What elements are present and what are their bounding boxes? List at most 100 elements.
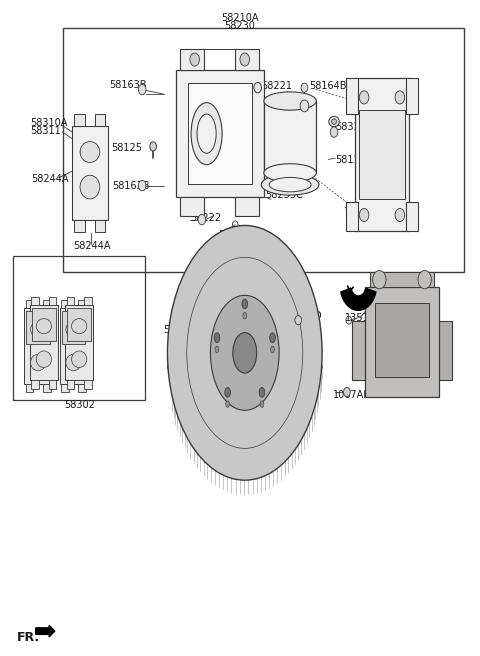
Ellipse shape — [72, 319, 87, 334]
Text: 54562D: 54562D — [283, 311, 322, 321]
Ellipse shape — [66, 354, 81, 371]
Bar — [438, 321, 452, 380]
Ellipse shape — [264, 92, 316, 110]
Circle shape — [300, 100, 309, 112]
Circle shape — [395, 209, 405, 222]
Bar — [32, 380, 39, 389]
Bar — [67, 380, 74, 389]
Ellipse shape — [36, 351, 51, 367]
Bar — [235, 49, 259, 70]
Bar — [30, 305, 58, 380]
Text: 58125: 58125 — [111, 143, 142, 153]
Bar — [176, 70, 264, 197]
Bar — [74, 220, 85, 232]
Text: 58302: 58302 — [64, 400, 95, 410]
Bar — [352, 321, 366, 380]
Bar — [60, 308, 87, 384]
Bar — [32, 308, 56, 341]
Bar — [346, 202, 358, 232]
Ellipse shape — [210, 295, 279, 410]
Text: 1067AM: 1067AM — [333, 390, 373, 400]
Circle shape — [150, 142, 156, 151]
Bar — [43, 384, 50, 392]
Text: 58230: 58230 — [225, 21, 255, 31]
Ellipse shape — [72, 351, 87, 367]
Bar — [84, 297, 92, 305]
Ellipse shape — [261, 174, 319, 195]
Circle shape — [138, 180, 146, 191]
Wedge shape — [341, 288, 376, 310]
Text: 1351JD: 1351JD — [345, 312, 380, 323]
Circle shape — [301, 83, 308, 92]
Ellipse shape — [225, 388, 230, 398]
Ellipse shape — [270, 333, 276, 342]
Bar — [26, 300, 34, 308]
Text: 58164B: 58164B — [309, 81, 347, 91]
Ellipse shape — [31, 354, 46, 371]
Bar — [355, 78, 409, 232]
Ellipse shape — [260, 401, 264, 407]
Bar — [61, 300, 69, 308]
Text: 58314: 58314 — [336, 122, 366, 132]
Bar — [26, 312, 50, 344]
Text: 58164B: 58164B — [218, 230, 256, 239]
Circle shape — [330, 127, 338, 137]
Bar — [84, 380, 92, 389]
Bar — [95, 113, 106, 125]
Bar — [406, 202, 418, 232]
Text: 1220FS: 1220FS — [254, 411, 291, 421]
Text: 58113: 58113 — [336, 155, 366, 165]
Text: 58244A: 58244A — [32, 174, 69, 184]
Bar — [43, 300, 50, 308]
Ellipse shape — [168, 352, 322, 382]
Ellipse shape — [214, 333, 220, 342]
Ellipse shape — [332, 119, 336, 124]
Ellipse shape — [242, 299, 248, 309]
Ellipse shape — [80, 142, 100, 163]
Bar — [26, 384, 34, 392]
Bar — [67, 308, 91, 341]
Bar — [61, 312, 85, 344]
Bar — [365, 287, 439, 397]
Text: 58163B: 58163B — [112, 180, 150, 191]
Circle shape — [138, 85, 146, 95]
Text: 58310A: 58310A — [30, 118, 67, 128]
Ellipse shape — [191, 102, 222, 165]
Text: 58163B: 58163B — [109, 80, 146, 90]
Ellipse shape — [168, 226, 322, 480]
Circle shape — [418, 270, 432, 289]
Ellipse shape — [215, 346, 219, 353]
Bar — [78, 384, 86, 392]
Text: 58411B: 58411B — [163, 325, 200, 335]
Bar — [72, 125, 108, 220]
Ellipse shape — [36, 319, 51, 334]
Ellipse shape — [226, 401, 229, 407]
Text: 58244A: 58244A — [73, 241, 110, 251]
Bar — [406, 78, 418, 113]
Bar — [188, 83, 252, 184]
Circle shape — [372, 270, 386, 289]
Ellipse shape — [66, 322, 81, 337]
Text: 58114A: 58114A — [344, 203, 382, 213]
Ellipse shape — [243, 312, 247, 319]
Bar — [95, 220, 106, 232]
Circle shape — [344, 388, 350, 397]
Circle shape — [190, 53, 199, 66]
Bar — [48, 380, 56, 389]
Bar — [264, 101, 316, 173]
Bar — [63, 28, 464, 272]
Text: 58210A: 58210A — [221, 12, 259, 23]
Bar — [78, 300, 86, 308]
Bar — [180, 197, 204, 216]
Text: 58125F: 58125F — [265, 145, 301, 155]
Text: FR.: FR. — [17, 631, 40, 644]
Circle shape — [295, 316, 301, 325]
Bar — [74, 113, 85, 125]
Ellipse shape — [329, 116, 339, 127]
Ellipse shape — [233, 333, 257, 373]
Bar — [48, 297, 56, 305]
Ellipse shape — [269, 177, 311, 192]
Bar — [13, 256, 144, 400]
Circle shape — [360, 91, 369, 104]
Text: 58311: 58311 — [30, 127, 61, 136]
